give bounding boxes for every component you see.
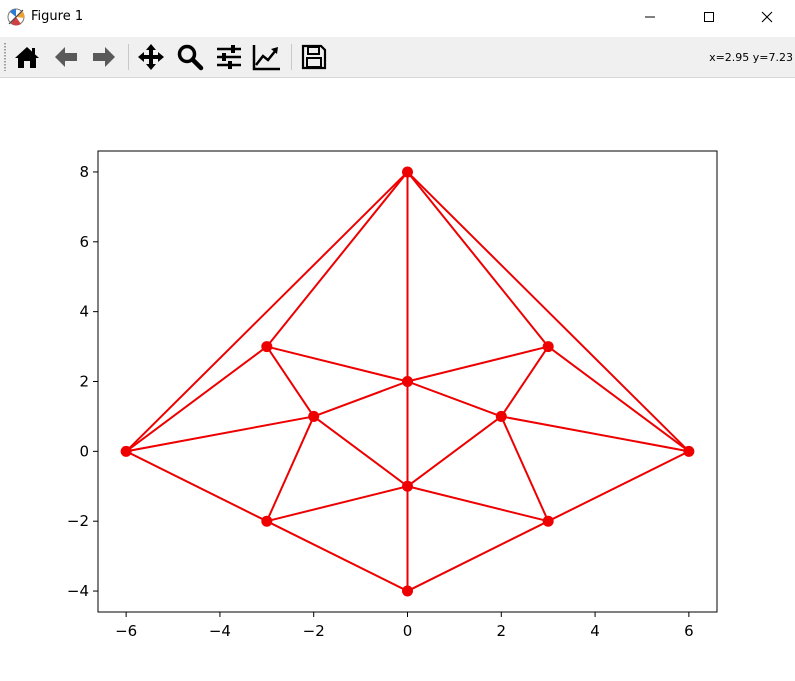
chart[interactable]: −6 −4 −2 0 2 4 6 −4 −2 0 2 4 6 8 xyxy=(0,78,795,677)
y-tick-label: −4 xyxy=(67,582,89,600)
node-point-2 xyxy=(542,341,554,353)
figure-background xyxy=(0,78,795,677)
edge-line-9 xyxy=(265,345,315,418)
arrow-left-icon xyxy=(55,47,77,67)
y-tick-label: −2 xyxy=(67,512,89,530)
line-chart-icon xyxy=(252,45,280,71)
cursor-coordinates: x=2.95 y=7.23 xyxy=(709,51,793,64)
edge-line-17 xyxy=(265,415,315,523)
x-tick-label: −6 xyxy=(115,622,137,640)
maximize-button[interactable] xyxy=(686,0,732,34)
edge-line-11 xyxy=(125,415,315,453)
edge-line-10 xyxy=(500,345,550,418)
zoom-icon xyxy=(177,44,204,71)
y-tick-label: 4 xyxy=(79,303,89,321)
x-tick-label: −4 xyxy=(209,622,231,640)
y-tick-label: 0 xyxy=(79,442,89,460)
node-group xyxy=(120,166,695,597)
sliders-icon xyxy=(217,45,241,69)
back-button[interactable] xyxy=(50,41,82,73)
node-point-1 xyxy=(261,341,273,353)
close-icon xyxy=(761,11,773,23)
y-tick-label: 8 xyxy=(79,163,89,181)
node-point-6 xyxy=(120,445,132,457)
x-tick-label: −2 xyxy=(303,622,325,640)
toolbar-grip xyxy=(4,43,6,71)
node-point-5 xyxy=(495,410,507,422)
node-point-0 xyxy=(402,166,413,178)
toolbar-separator xyxy=(291,44,292,70)
edit-axis-button[interactable] xyxy=(251,41,283,73)
minimize-icon xyxy=(645,16,655,18)
node-point-3 xyxy=(402,376,413,387)
node-point-11 xyxy=(402,585,413,597)
node-point-9 xyxy=(261,515,273,527)
node-point-10 xyxy=(542,515,554,527)
node-point-4 xyxy=(308,410,320,422)
save-button[interactable] xyxy=(298,41,330,73)
edge-line-23 xyxy=(265,520,409,593)
edge-line-15 xyxy=(312,415,409,488)
edge-line-22 xyxy=(406,485,550,523)
move-icon xyxy=(138,44,164,70)
title-bar: Figure 1 xyxy=(0,0,795,36)
pan-button[interactable] xyxy=(135,41,167,73)
edge-line-21 xyxy=(265,485,409,523)
x-tick-label: 6 xyxy=(684,622,694,640)
matplotlib-icon xyxy=(7,8,25,26)
edge-line-2 xyxy=(265,170,409,348)
edge-line-12 xyxy=(500,415,690,453)
edge-line-13 xyxy=(312,380,409,418)
save-icon xyxy=(301,44,327,70)
y-axis: −4 −2 0 2 4 6 8 xyxy=(67,163,98,600)
zoom-button[interactable] xyxy=(174,41,206,73)
edge-line-6 xyxy=(547,345,690,453)
edge-line-16 xyxy=(406,415,503,488)
node-point-8 xyxy=(402,480,413,492)
node-point-7 xyxy=(683,445,695,457)
edge-line-20 xyxy=(547,450,690,523)
figure-canvas[interactable]: −6 −4 −2 0 2 4 6 −4 −2 0 2 4 6 8 xyxy=(0,78,795,677)
close-button[interactable] xyxy=(744,0,790,34)
home-button[interactable] xyxy=(11,41,43,73)
home-icon xyxy=(15,47,39,68)
minimize-button[interactable] xyxy=(627,0,673,34)
x-tick-label: 4 xyxy=(590,622,600,640)
edge-line-0 xyxy=(125,170,409,453)
edge-group xyxy=(125,170,690,593)
toolbar-separator xyxy=(128,44,129,70)
forward-button[interactable] xyxy=(88,41,120,73)
edge-line-7 xyxy=(265,345,409,383)
x-tick-label: 2 xyxy=(497,622,507,640)
toolbar: x=2.95 y=7.23 xyxy=(0,37,795,78)
edge-line-5 xyxy=(125,345,268,453)
edge-line-3 xyxy=(406,170,550,348)
configure-subplots-button[interactable] xyxy=(213,41,245,73)
edge-line-19 xyxy=(125,450,268,523)
x-axis: −6 −4 −2 0 2 4 6 xyxy=(115,612,694,640)
maximize-icon xyxy=(704,12,714,22)
y-tick-label: 2 xyxy=(79,373,89,391)
window-title: Figure 1 xyxy=(31,9,84,24)
edge-line-14 xyxy=(406,380,503,418)
edge-line-1 xyxy=(406,170,690,453)
y-tick-label: 6 xyxy=(79,233,89,251)
axes-frame xyxy=(97,150,718,613)
edge-line-24 xyxy=(406,520,550,593)
x-tick-label: 0 xyxy=(403,622,413,640)
arrow-right-icon xyxy=(93,47,115,67)
edge-line-8 xyxy=(406,345,550,383)
edge-line-18 xyxy=(500,415,550,523)
